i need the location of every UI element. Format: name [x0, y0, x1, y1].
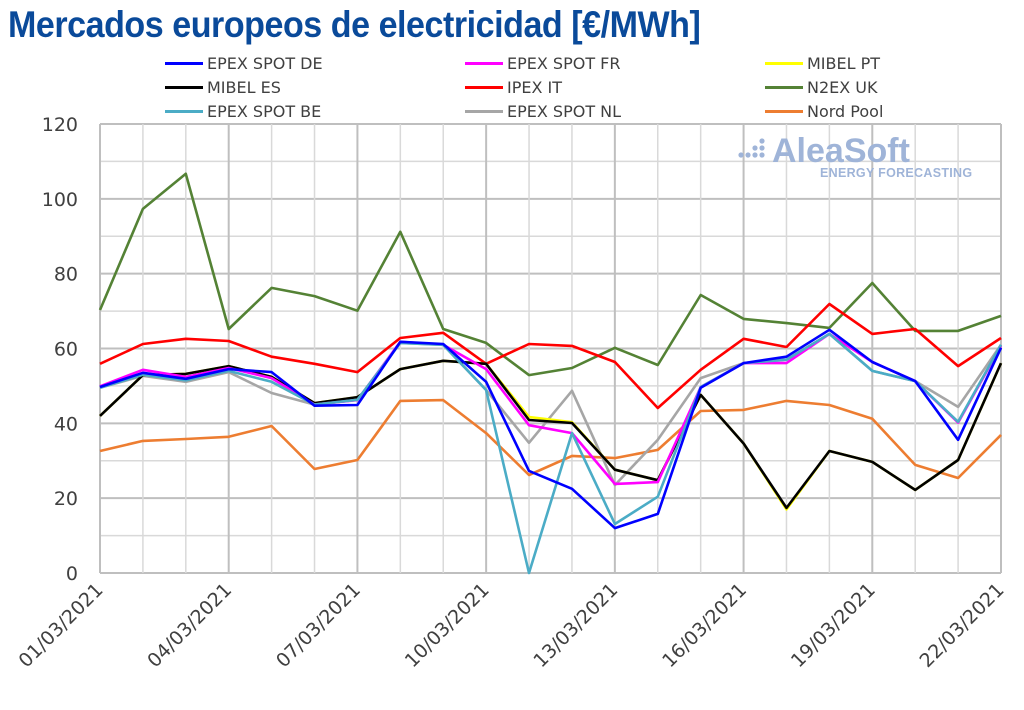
grid-lines	[99, 123, 1002, 574]
x-tick-label: 07/03/2021	[272, 579, 365, 672]
series-line-n2ex-uk	[98, 172, 1002, 377]
legend-swatch	[465, 61, 503, 65]
x-tick-label: 01/03/2021	[15, 579, 108, 672]
x-tick-label: 22/03/2021	[916, 579, 1009, 672]
legend-swatch	[765, 61, 803, 65]
series-line-ipex-it	[99, 302, 1002, 410]
y-tick-label: 60	[54, 339, 78, 361]
legend-label: EPEX SPOT DE	[207, 53, 323, 73]
chart-legend: EPEX SPOT DE EPEX SPOT FR MIBEL PT MIBEL ES…	[0, 0, 1024, 130]
watermark-brand: AleaSoft	[772, 132, 910, 170]
y-tick-label: 20	[54, 488, 78, 510]
series-nord-pool	[99, 398, 1002, 480]
legend-label: IPEX IT	[507, 77, 563, 97]
y-tick-label: 100	[42, 189, 78, 211]
legend-label: MIBEL PT	[807, 53, 881, 73]
y-tick-label: 80	[54, 264, 78, 286]
watermark-tagline: ENERGY FORECASTING	[820, 166, 973, 180]
x-tick-label: 16/03/2021	[658, 579, 751, 672]
legend-swatch	[765, 109, 803, 113]
legend-swatch	[465, 85, 503, 89]
legend-swatch	[465, 109, 503, 113]
series-line-epex-spot-fr	[99, 332, 1003, 486]
legend-label: EPEX SPOT NL	[507, 101, 622, 121]
legend-label: EPEX SPOT BE	[207, 101, 322, 121]
y-tick-label: 40	[54, 413, 78, 435]
y-tick-label: 0	[66, 563, 78, 585]
legend-item-n2ex-uk: N2EX UK	[765, 76, 878, 98]
legend-label: EPEX SPOT FR	[507, 53, 621, 73]
series-lines	[98, 172, 1003, 575]
dots-logo-icon	[738, 138, 765, 158]
x-tick-label: 10/03/2021	[401, 579, 494, 672]
chart-title: Mercados europeos de electricidad [€/MWh…	[8, 4, 701, 45]
legend-item-epex-spot-fr: EPEX SPOT FR	[465, 52, 621, 74]
y-tick-label: 120	[42, 114, 78, 136]
legend-swatch	[765, 85, 803, 89]
series-n2ex-uk	[98, 172, 1002, 377]
x-tick-label: 13/03/2021	[529, 579, 622, 672]
legend-item-epex-spot-be: EPEX SPOT BE	[165, 100, 321, 122]
series-line-epex-spot-de	[99, 328, 1003, 530]
series-epex-spot-de	[99, 328, 1003, 530]
legend-label: Nord Pool	[807, 101, 884, 121]
y-axis-ticks: 0 20 40 60 80 100 120	[42, 114, 78, 585]
legend-label: N2EX UK	[807, 77, 878, 97]
legend-label: MIBEL ES	[207, 77, 281, 97]
series-line-nord-pool	[99, 398, 1002, 480]
legend-item-mibel-pt: MIBEL PT	[765, 52, 880, 74]
x-axis-ticks: 01/03/2021 04/03/2021 07/03/2021 10/03/2021…	[15, 579, 1009, 672]
series-ipex-it	[99, 302, 1002, 410]
legend-item-nord-pool: Nord Pool	[765, 100, 883, 122]
legend-item-epex-spot-nl: EPEX SPOT NL	[465, 100, 621, 122]
x-tick-label: 04/03/2021	[143, 579, 236, 672]
legend-item-epex-spot-de: EPEX SPOT DE	[165, 52, 323, 74]
legend-swatch	[165, 61, 203, 65]
legend-item-ipex-it: IPEX IT	[465, 76, 562, 98]
series-line-epex-spot-be	[99, 332, 1003, 575]
legend-swatch	[165, 85, 203, 89]
x-tick-label: 19/03/2021	[787, 579, 880, 672]
legend-item-mibel-es: MIBEL ES	[165, 76, 281, 98]
legend-swatch	[165, 109, 203, 113]
